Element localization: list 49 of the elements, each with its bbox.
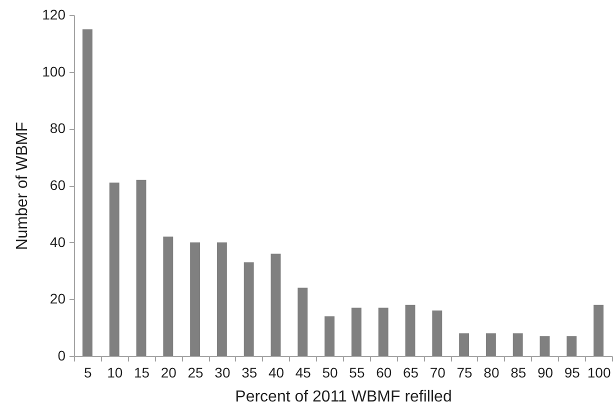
y-tick-label: 120 bbox=[42, 6, 66, 22]
bar bbox=[82, 29, 92, 356]
x-tick-label: 55 bbox=[349, 364, 365, 380]
bar bbox=[270, 254, 281, 356]
bar bbox=[351, 308, 362, 356]
x-tick-label: 20 bbox=[160, 364, 177, 380]
y-tick-label: 0 bbox=[58, 348, 66, 364]
y-tick-label: 80 bbox=[50, 120, 66, 136]
y-tick-label: 100 bbox=[42, 63, 66, 80]
bar bbox=[190, 242, 200, 356]
bar bbox=[540, 336, 550, 356]
x-tick-label: 65 bbox=[402, 364, 419, 380]
y-tick-label: 40 bbox=[50, 234, 66, 250]
bar bbox=[298, 288, 308, 356]
bar bbox=[324, 316, 335, 356]
bar bbox=[594, 304, 604, 356]
bar bbox=[244, 262, 254, 356]
x-tick-label: 70 bbox=[430, 364, 446, 380]
x-tick-label: 45 bbox=[295, 364, 312, 380]
bar bbox=[136, 180, 146, 356]
x-tick-label: 60 bbox=[376, 364, 392, 380]
x-tick-label: 10 bbox=[107, 364, 123, 380]
x-tick-label: 95 bbox=[564, 364, 580, 380]
x-tick-label: 90 bbox=[537, 364, 554, 380]
x-tick-label: 50 bbox=[322, 364, 338, 380]
x-tick-label: 75 bbox=[456, 364, 473, 380]
x-tick-label: 30 bbox=[214, 364, 230, 380]
y-tick-label: 20 bbox=[50, 290, 66, 307]
x-tick-label: 15 bbox=[134, 364, 150, 380]
x-tick-label: 40 bbox=[268, 364, 284, 380]
bar bbox=[109, 182, 120, 356]
bar bbox=[512, 333, 523, 356]
x-tick-label: 25 bbox=[188, 364, 204, 380]
x-tick-label: 100 bbox=[587, 364, 611, 380]
y-axis-title: Number of WBMF bbox=[14, 122, 32, 250]
bar bbox=[459, 333, 470, 356]
x-tick-label: 85 bbox=[510, 364, 526, 380]
x-tick-label: 80 bbox=[484, 364, 500, 380]
bar bbox=[378, 308, 388, 356]
bar bbox=[432, 310, 442, 356]
bar bbox=[163, 236, 174, 356]
x-tick-label: 5 bbox=[84, 364, 92, 380]
x-tick-label: 35 bbox=[242, 364, 258, 380]
bar bbox=[566, 336, 577, 356]
y-tick-label: 60 bbox=[50, 177, 66, 193]
bar bbox=[486, 333, 496, 356]
x-axis-title: Percent of 2011 WBMF refilled bbox=[235, 388, 452, 406]
bar bbox=[216, 242, 227, 356]
bar bbox=[405, 304, 416, 356]
